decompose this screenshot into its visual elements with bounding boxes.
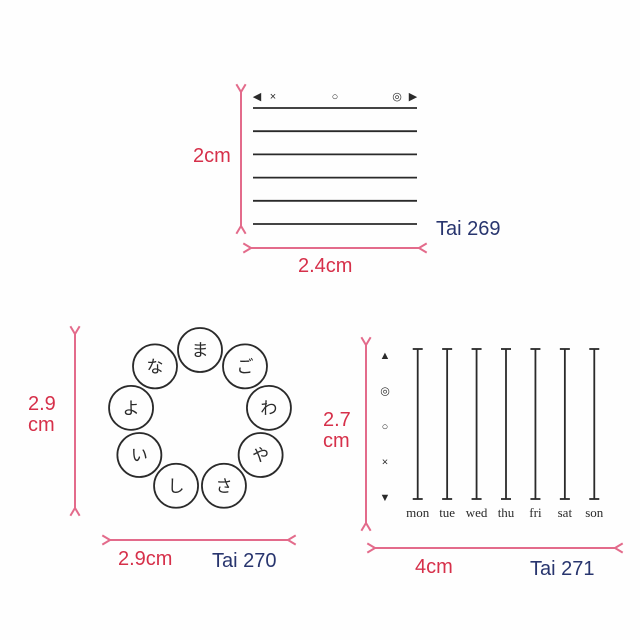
stamp-269: ◀ × ○ ◎ ▶ <box>251 88 419 228</box>
svg-text:さ: さ <box>215 477 232 496</box>
stamp-270: まごわやさ し い よ な <box>100 320 300 520</box>
dim-271-width: 4cm <box>415 556 453 579</box>
svg-text:▲: ▲ <box>380 350 391 362</box>
svg-text:▼: ▼ <box>380 492 391 504</box>
svg-text:わ: わ <box>260 399 277 418</box>
svg-text:tue: tue <box>439 505 455 520</box>
dim-270-width: 2.9cm <box>118 548 172 571</box>
dim-269-width: 2.4cm <box>298 255 352 278</box>
label-271: Tai 271 <box>530 558 595 581</box>
svg-text:◀: ◀ <box>253 91 262 103</box>
svg-text:×: × <box>382 457 388 469</box>
dim-269-height: 2cm <box>193 145 231 168</box>
svg-text:sat: sat <box>558 505 573 520</box>
svg-text:ご: ご <box>236 357 253 376</box>
svg-text:し: し <box>168 477 185 496</box>
label-269: Tai 269 <box>436 218 501 241</box>
svg-text:な: な <box>147 357 164 376</box>
dim-271-height: 2.7 cm <box>323 410 351 452</box>
svg-text:や: や <box>252 446 269 465</box>
svg-text:○: ○ <box>382 421 389 433</box>
svg-text:○: ○ <box>332 91 339 103</box>
svg-text:い: い <box>131 446 148 465</box>
label-270: Tai 270 <box>212 550 277 573</box>
svg-text:◎: ◎ <box>392 91 402 103</box>
svg-text:wed: wed <box>466 505 488 520</box>
svg-text:thu: thu <box>498 505 515 520</box>
dim-270-height: 2.9 cm <box>28 394 56 436</box>
stamp-271: ▲ ◎ ○ × ▼ montuewedthu fri satson <box>375 345 615 523</box>
svg-text:よ: よ <box>123 399 140 418</box>
svg-text:son: son <box>585 505 604 520</box>
svg-text:▶: ▶ <box>409 91 418 103</box>
svg-text:mon: mon <box>406 505 430 520</box>
svg-text:×: × <box>270 91 276 103</box>
svg-text:ま: ま <box>192 341 209 360</box>
svg-text:◎: ◎ <box>380 386 390 398</box>
svg-text:fri: fri <box>529 505 542 520</box>
